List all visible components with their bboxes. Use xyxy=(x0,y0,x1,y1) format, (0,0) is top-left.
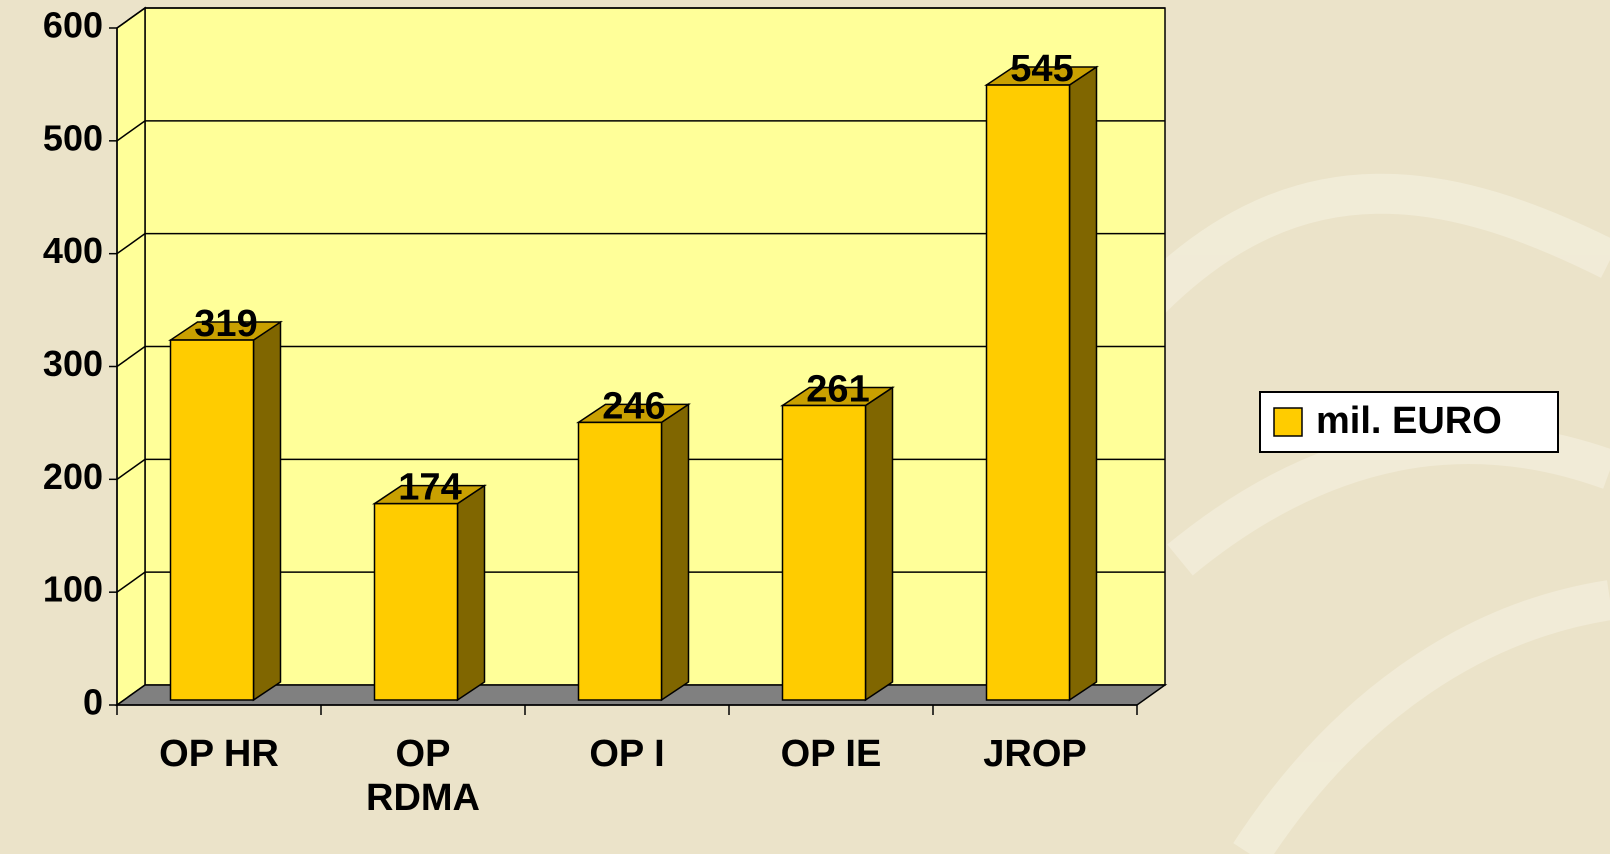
y-tick-label: 600 xyxy=(43,5,103,46)
grid-line xyxy=(116,233,146,255)
y-tick-label: 200 xyxy=(43,456,103,497)
grid-line xyxy=(116,458,146,480)
bar xyxy=(577,421,663,701)
legend: mil. EURO xyxy=(1259,391,1559,453)
x-tick-label: JROP xyxy=(983,733,1087,775)
data-label: 261 xyxy=(806,369,869,411)
x-tick-label: OP RDMA xyxy=(366,733,480,819)
y-tick-label: 500 xyxy=(43,117,103,158)
bar xyxy=(781,404,867,701)
bar xyxy=(985,84,1071,701)
grid-line xyxy=(116,571,146,593)
x-tick-label: OP I xyxy=(589,733,665,775)
bar-side xyxy=(252,320,282,702)
legend-box xyxy=(1259,391,1559,453)
bar-side xyxy=(864,386,894,702)
data-label: 246 xyxy=(602,385,665,427)
bar-side xyxy=(1068,65,1098,702)
y-tick-label: 100 xyxy=(43,569,103,610)
legend-swatch xyxy=(1273,407,1303,437)
data-label: 545 xyxy=(1010,48,1073,90)
y-tick-label: 400 xyxy=(43,230,103,271)
bar xyxy=(169,339,255,701)
x-tick-label: OP IE xyxy=(780,733,882,775)
grid-line xyxy=(116,120,146,142)
bar-side xyxy=(456,484,486,702)
data-label: 319 xyxy=(194,303,257,345)
bar xyxy=(373,502,459,701)
grid-line xyxy=(116,345,146,368)
background-swoosh xyxy=(1135,173,1610,854)
data-label: 174 xyxy=(398,467,461,509)
grid-line xyxy=(116,7,146,29)
x-tick-label: OP HR xyxy=(159,733,279,775)
y-tick-label: 300 xyxy=(43,343,103,384)
legend-label: mil. EURO xyxy=(1316,400,1502,442)
y-tick-label: 0 xyxy=(83,682,103,723)
bar-side xyxy=(660,403,690,702)
